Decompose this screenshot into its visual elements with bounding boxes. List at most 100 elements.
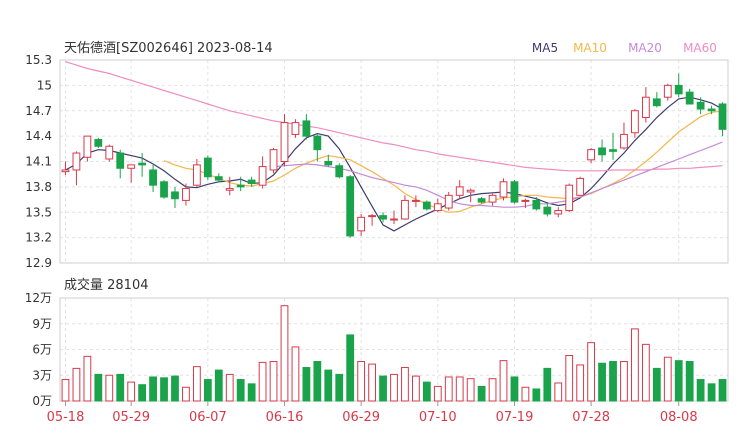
candle <box>598 139 606 162</box>
volume-bar <box>94 373 103 402</box>
candles <box>61 73 727 238</box>
volume-bar <box>554 382 563 402</box>
candle <box>488 193 497 206</box>
legend-ma5: MA5 <box>532 41 558 55</box>
candle-body <box>707 108 716 112</box>
candle-body <box>412 199 420 202</box>
candle <box>401 195 409 220</box>
ma-line-ma10 <box>163 110 723 213</box>
volume-bar <box>346 334 355 402</box>
volume-bar <box>390 373 398 402</box>
candle-body <box>160 181 168 198</box>
volume-bar <box>357 361 366 402</box>
candle <box>269 147 278 174</box>
volume-bar <box>379 375 387 402</box>
date-tick-label: 08-08 <box>660 410 698 425</box>
volume-bar <box>269 361 278 402</box>
candle-body <box>455 186 464 196</box>
candle-body <box>652 98 661 107</box>
volume-bar <box>61 379 70 402</box>
candle <box>652 92 661 108</box>
volume-bar <box>214 369 223 402</box>
volume-bar <box>521 386 530 402</box>
candle <box>718 102 727 137</box>
candle-body <box>247 179 256 184</box>
candle-body <box>280 122 289 162</box>
candle-body <box>587 149 596 161</box>
candle-body <box>696 101 705 110</box>
volume-bar <box>466 378 475 402</box>
candle-body <box>433 203 442 212</box>
candle <box>324 154 333 167</box>
price-tick-label: 13.2 <box>25 231 52 245</box>
candle <box>554 207 563 218</box>
candle <box>346 175 355 238</box>
volume-bar <box>313 361 322 402</box>
candle <box>707 105 716 115</box>
volume-bar <box>543 367 552 402</box>
candle-body <box>236 184 245 188</box>
candle <box>214 173 223 183</box>
candle-body <box>203 157 212 178</box>
ma-line-ma20 <box>273 141 723 208</box>
candle-body <box>346 176 355 237</box>
candle <box>696 97 705 115</box>
candle <box>182 183 190 206</box>
volume-bar <box>160 377 168 402</box>
volume-bar <box>488 378 497 402</box>
legend-ma20: MA20 <box>628 41 662 55</box>
volume-bar <box>302 367 311 402</box>
volume-bars <box>61 305 727 402</box>
candle-body <box>105 145 114 160</box>
price-tick-label: 14.7 <box>25 104 52 118</box>
candle <box>258 156 267 189</box>
candle <box>94 137 103 148</box>
candle-body <box>521 199 530 202</box>
candle <box>116 149 125 179</box>
candle-body <box>631 110 639 134</box>
candle <box>203 155 212 181</box>
candle <box>225 176 234 196</box>
candle-body <box>422 201 431 210</box>
legend-ma60: MA60 <box>683 41 717 55</box>
candle <box>160 180 168 199</box>
candle <box>390 210 398 225</box>
candle <box>631 109 639 138</box>
candle-body <box>225 188 234 191</box>
candle <box>444 191 453 211</box>
price-panel-frame <box>59 59 729 264</box>
volume-bar <box>192 366 201 402</box>
volume-bar <box>510 376 519 402</box>
candle-body <box>663 84 672 98</box>
candle-body <box>116 152 125 169</box>
volume-bar <box>477 385 486 402</box>
volume-bar <box>674 360 683 402</box>
volume-bar <box>620 361 628 402</box>
volume-bar <box>324 369 333 402</box>
price-axis: 15.3 15 14.7 14.4 14.1 13.8 13.5 13.2 12.9 <box>25 53 52 270</box>
volume-bar <box>83 355 92 402</box>
candle <box>422 200 431 211</box>
candle-body <box>401 199 409 220</box>
candle-body <box>291 122 300 135</box>
volume-bar <box>641 343 650 402</box>
candle <box>247 176 256 187</box>
candle <box>532 197 541 211</box>
candle <box>83 135 92 162</box>
candle-body <box>269 149 278 171</box>
volume-bar <box>532 388 541 402</box>
ma-line-ma5 <box>65 96 723 232</box>
candle-body <box>171 191 179 200</box>
date-tick-label: 06-07 <box>189 410 227 425</box>
candle <box>313 134 322 162</box>
candle-body <box>258 166 267 186</box>
candle <box>72 151 81 186</box>
candle <box>587 147 596 164</box>
candle <box>127 164 136 183</box>
candle-body <box>620 133 628 149</box>
date-axis: 05-18 05-29 06-07 06-16 06-29 07-10 07-19 07-28… <box>47 401 698 425</box>
volume-axis: 12万 9万 6万 3万 0万 <box>25 291 52 408</box>
candle <box>685 88 694 105</box>
